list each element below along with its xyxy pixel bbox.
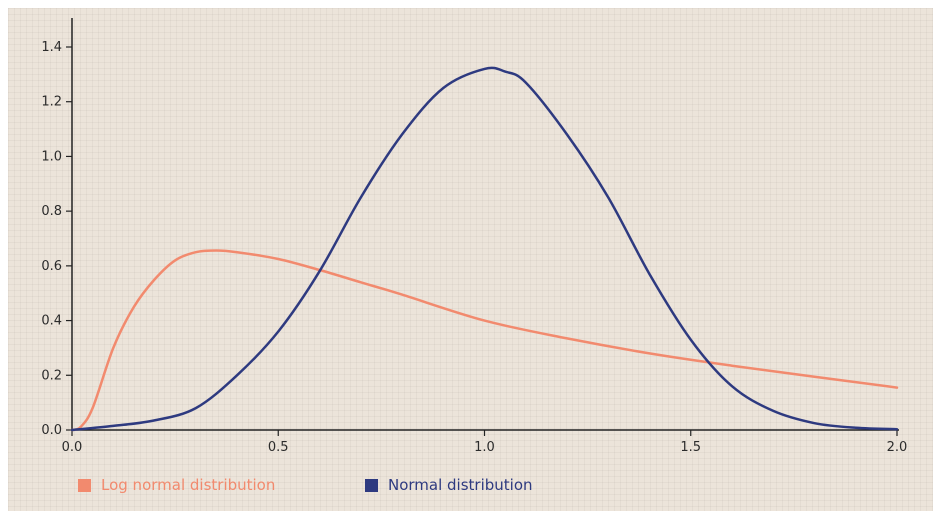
y-tick-label-4: 0.8: [41, 204, 62, 219]
legend-swatch-normal: [365, 478, 378, 492]
y-tick-label-2: 0.4: [41, 314, 62, 329]
normal-series-line: [70, 66, 899, 432]
x-tick-label-3: 1.5: [680, 440, 701, 455]
x-tick-label-4: 2.0: [887, 440, 908, 455]
legend-item-normal: Normal distribution: [365, 476, 533, 494]
x-tick-label-2: 1.0: [474, 440, 495, 455]
y-tick-label-6: 1.2: [41, 95, 62, 110]
y-tick-label-1: 0.2: [41, 368, 62, 383]
y-tick-label-7: 1.4: [41, 40, 62, 55]
legend-label-lognormal: Log normal distribution: [101, 476, 276, 494]
x-tick-label-1: 0.5: [268, 440, 289, 455]
chart-background: [8, 8, 933, 511]
legend-item-lognormal: Log normal distribution: [78, 476, 275, 494]
y-tick-label-0: 0.0: [41, 423, 62, 438]
y-tick-label-5: 1.0: [41, 149, 62, 164]
legend-label-normal: Normal distribution: [388, 476, 533, 494]
legend-swatch-lognormal: [78, 478, 91, 492]
lognormal-series-line: [70, 249, 899, 432]
y-tick-label-3: 0.6: [41, 259, 62, 274]
x-tick-label-0: 0.0: [62, 440, 83, 455]
